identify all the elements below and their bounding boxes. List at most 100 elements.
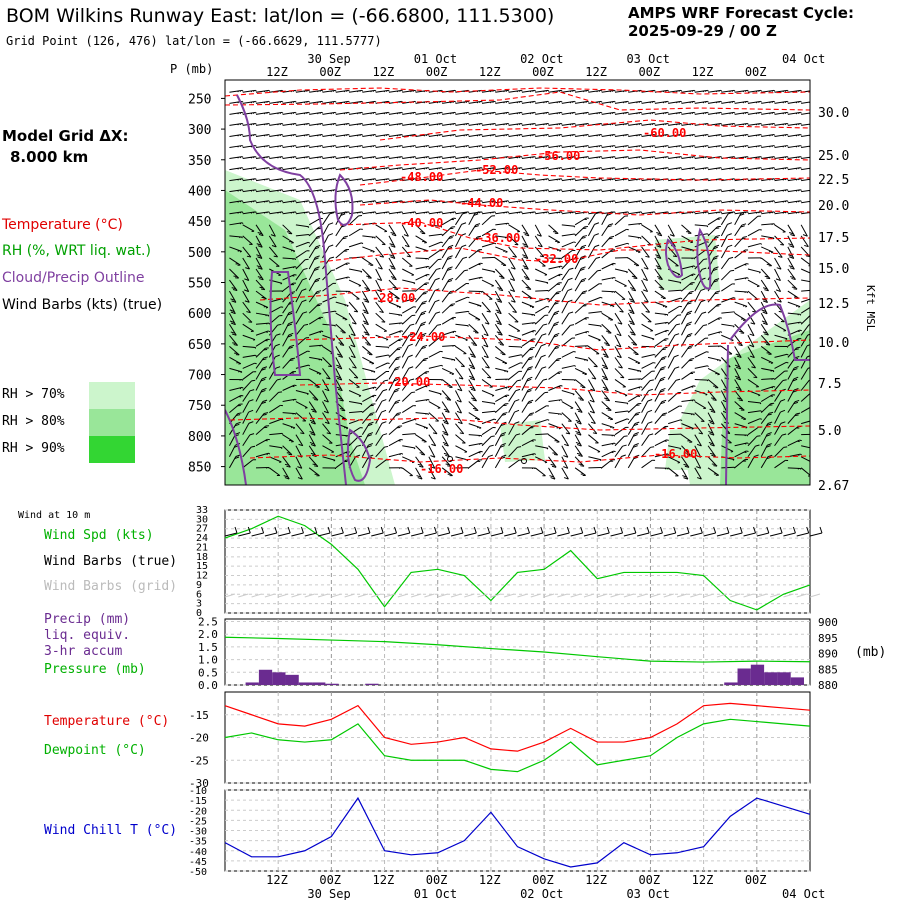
wind-barb-flag [396, 123, 399, 126]
wind10m-grid-barb [384, 593, 395, 598]
wind-barb-flag [436, 267, 441, 270]
wind-barb-flag [359, 145, 361, 148]
wind-barb-flag [497, 300, 502, 303]
wind-barb [362, 235, 376, 238]
wind-barb [667, 257, 679, 267]
wind-barb-flag [560, 134, 563, 136]
wind-barb-flag [297, 477, 303, 480]
wind-barb [601, 379, 609, 391]
wind-barb-flag [576, 433, 582, 436]
wind-barb-flag [454, 330, 457, 333]
wind-barb-flag [689, 290, 694, 293]
wind-barb-flag [237, 212, 239, 214]
wind-barb-flag [769, 112, 771, 115]
wind-barb-flag [613, 262, 616, 265]
wind-barb-flag [528, 414, 533, 416]
wind10m-grid-barb [796, 593, 807, 598]
wind-barb-flag [634, 413, 639, 416]
wind-barb-flag [401, 167, 403, 169]
wind-barb-flag [358, 285, 361, 287]
wind-barb [641, 257, 649, 270]
wind-barb-flag [585, 156, 587, 159]
wind-barb-flag [680, 419, 683, 422]
wind-barb [588, 311, 602, 314]
wind-barb-flag [308, 112, 310, 114]
wind-barb-flag [794, 348, 799, 351]
wind-barb-flag [256, 265, 262, 268]
wind-barb-flag [666, 314, 669, 316]
precip-bar [298, 682, 313, 685]
wind-barb-flag [800, 145, 802, 147]
wind-barb-flag [534, 156, 536, 158]
wind-barb-flag [489, 156, 492, 159]
wind-barb [481, 268, 495, 273]
wind-barb-flag [649, 145, 651, 148]
wind-barb-flag [230, 331, 236, 334]
wind-barb-flag [678, 123, 680, 126]
wind-barb [508, 380, 518, 391]
wind-barb-flag [787, 189, 789, 191]
wind-barb-flag [640, 112, 643, 114]
wind-barb [295, 241, 309, 248]
wind-barb-flag [423, 212, 425, 214]
wind-barb-flag [578, 454, 583, 457]
wind-barb-flag [758, 112, 760, 115]
wind-barb [375, 371, 387, 380]
wind-barb [601, 346, 609, 358]
wind10m-barb [597, 532, 610, 537]
wind-barb [521, 224, 530, 237]
wind-barb [707, 379, 719, 389]
wind10m-barb-flag [367, 526, 371, 534]
wind-barb-flag [776, 267, 782, 270]
wind-barb-flag [650, 446, 655, 448]
wind-barb [667, 405, 680, 414]
wind-barb-flag [231, 300, 237, 303]
wind-barb-flag [605, 399, 610, 402]
wind-barb-flag [521, 200, 523, 203]
wind-barb [361, 301, 369, 314]
wind-barb-flag [370, 90, 372, 93]
wind-barb-flag [782, 90, 784, 93]
wind-barb-flag [481, 178, 483, 180]
wind10m-barb-flag [580, 526, 584, 534]
wind-barb-flag [640, 200, 643, 203]
wind-barb-flag [773, 167, 776, 169]
wind-barb-flag [396, 156, 399, 159]
wind-barb-flag [614, 167, 616, 169]
wind-barb [349, 410, 363, 414]
wind-barb-flag [507, 123, 510, 125]
wind-barb-flag [625, 167, 627, 170]
wind-barb-flag [321, 134, 324, 136]
wind-barb-flag [268, 211, 271, 214]
wind10m-grid-barb [543, 593, 555, 598]
wind-barb-flag [665, 112, 667, 115]
wind-barb-flag [702, 145, 705, 148]
wind-barb-flag [733, 325, 735, 328]
wind-barb-flag [569, 123, 572, 126]
wind-barb-flag [303, 156, 306, 159]
wind-barb-flag [266, 178, 268, 181]
precip-bar [790, 677, 804, 685]
wind-barb [388, 224, 397, 236]
wind-barb-flag [587, 189, 590, 191]
wind-barb-flag [693, 90, 696, 92]
wind-barb-flag [784, 112, 787, 115]
wind-barb-flag [503, 112, 505, 115]
wind-barb-flag [676, 90, 678, 93]
wind-barb-flag [558, 145, 561, 148]
wind-barb [402, 279, 416, 284]
wind-barb-flag [315, 277, 321, 281]
wind-barb-flag [760, 156, 762, 158]
wind-barb [468, 390, 477, 402]
wind-barb-flag [372, 200, 375, 203]
wind-barb-flag [607, 225, 612, 228]
wind-barb-flag [241, 123, 244, 125]
wind-barb [481, 242, 495, 248]
wind-barb-flag [797, 145, 800, 148]
wind-barb [322, 390, 329, 403]
wind-barb [295, 279, 303, 292]
wind-barb [614, 410, 628, 414]
wind-barb-flag [783, 446, 788, 448]
wind-barb-flag [507, 237, 509, 239]
wind-barb-flag [364, 300, 369, 303]
